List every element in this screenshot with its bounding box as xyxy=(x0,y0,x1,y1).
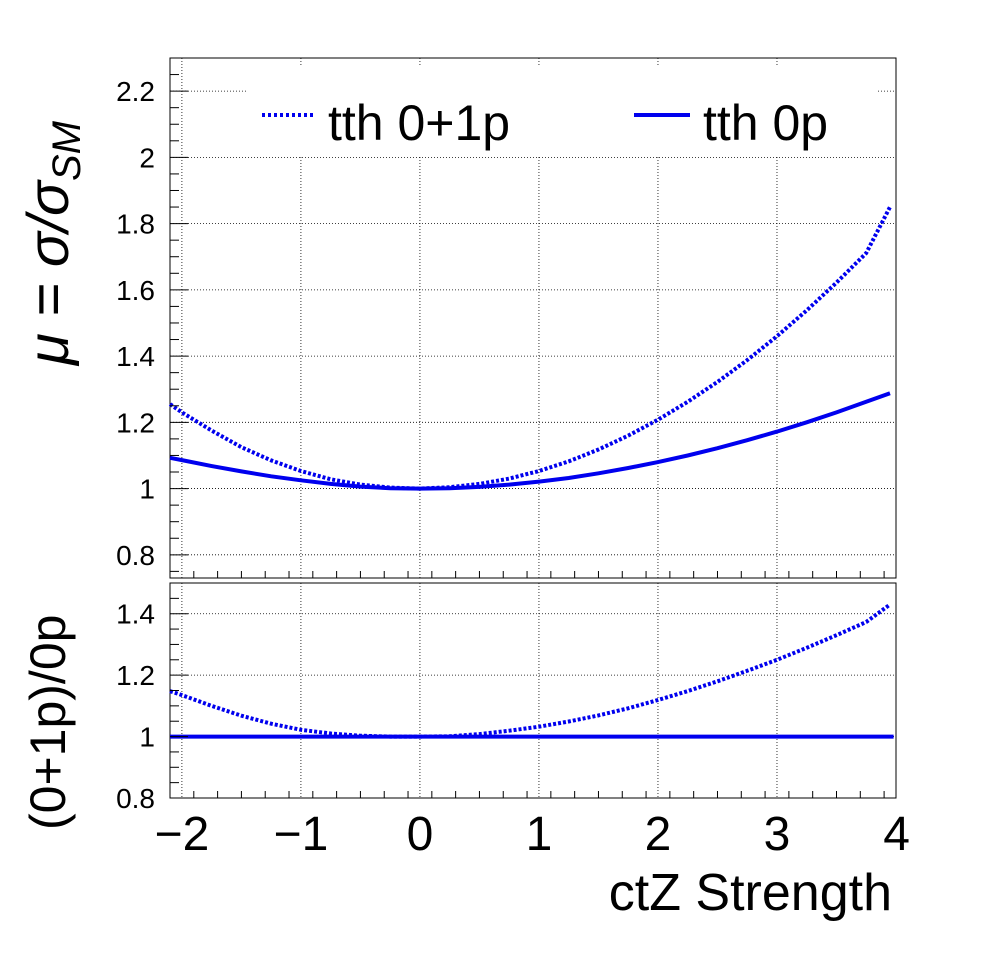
ratio-series-group xyxy=(169,602,894,739)
ratio-y-tick-label: 1 xyxy=(139,722,155,753)
main-y-tick-label: 1.8 xyxy=(116,209,155,240)
main-panel: 0.8 1 1.2 1.4 1.6 1.8 2 2.2 tth 0+1p tth 0p μ =… xyxy=(16,57,897,579)
ratio-axes: 0.8 1 1.2 1.4 −2 −1 0 1 2 3 4 xyxy=(116,582,910,861)
main-y-tick-label: 1.4 xyxy=(116,341,155,372)
main-series-tth-0p xyxy=(169,391,891,491)
legend: tth 0+1p tth 0p xyxy=(248,66,878,156)
main-series-group xyxy=(168,206,892,491)
ratio-plot-frame xyxy=(169,582,897,799)
x-tick-label: 3 xyxy=(764,808,791,861)
main-y-axis-title-main: μ = σ/σ xyxy=(16,179,81,367)
main-y-tick-label: 2.2 xyxy=(116,76,155,107)
main-y-axis-title-subscript: SM xyxy=(45,120,89,181)
legend-box xyxy=(248,66,878,156)
main-y-tick-label: 0.8 xyxy=(116,540,155,571)
main-y-axis-title: μ = σ/σSM xyxy=(16,120,89,367)
main-axes: 0.8 1 1.2 1.4 1.6 1.8 2 2.2 xyxy=(116,57,885,578)
main-y-tick-label: 1 xyxy=(139,474,155,505)
x-tick-label: −1 xyxy=(274,808,329,861)
main-y-tick-label: 1.6 xyxy=(116,275,155,306)
x-tick-label: 1 xyxy=(526,808,553,861)
ratio-y-axis-title: (0+1p)/0p xyxy=(20,615,76,830)
ratio-y-tick-label: 1.4 xyxy=(116,599,155,630)
x-tick-label: 4 xyxy=(883,808,910,861)
x-axis-title: ctZ Strength xyxy=(609,864,892,922)
x-tick-label: 2 xyxy=(645,808,672,861)
ratio-series-tth-0plus1p xyxy=(169,602,892,739)
ratio-y-tick-label: 1.2 xyxy=(116,660,155,691)
ratio-panel: 0.8 1 1.2 1.4 −2 −1 0 1 2 3 4 (0+1p)/0p ctZ Streng… xyxy=(20,582,910,922)
legend-label-tth-0plus1p: tth 0+1p xyxy=(328,95,510,151)
main-y-tick-label: 2 xyxy=(139,142,155,173)
main-series-tth-0plus1p xyxy=(168,206,892,491)
main-y-tick-label: 1.2 xyxy=(116,407,155,438)
ratio-y-tick-label: 0.8 xyxy=(116,783,155,814)
x-tick-label: 0 xyxy=(407,808,434,861)
x-tick-label: −2 xyxy=(155,808,210,861)
legend-label-tth-0p: tth 0p xyxy=(703,95,828,151)
